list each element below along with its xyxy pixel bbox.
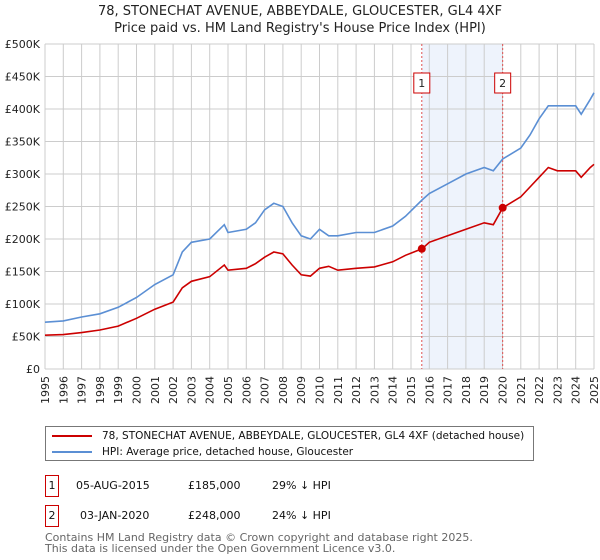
y-tick-label: £50K <box>12 331 41 344</box>
x-tick-label: 2013 <box>368 376 381 404</box>
legend-item-property: 78, STONECHAT AVENUE, ABBEYDALE, GLOUCES… <box>52 430 524 442</box>
x-tick-label: 2006 <box>240 376 253 404</box>
y-tick-label: £500K <box>5 38 41 51</box>
x-tick-label: 1996 <box>57 376 70 404</box>
x-tick-label: 2000 <box>131 376 144 404</box>
footer-licence: This data is licensed under the Open Gov… <box>45 542 396 555</box>
series-line <box>44 163 595 336</box>
x-tick-label: 1995 <box>39 376 52 404</box>
x-tick-label: 1999 <box>112 376 125 404</box>
x-tick-label: 2011 <box>332 376 345 404</box>
x-tick-label: 2005 <box>222 376 235 404</box>
y-tick-label: £300K <box>5 168 41 181</box>
transaction-date: 05-AUG-2015 <box>76 479 150 492</box>
legend-swatch-red <box>52 435 92 437</box>
x-tick-label: 2014 <box>387 376 400 404</box>
x-tick-label: 2022 <box>533 376 546 404</box>
x-tick-label: 2025 <box>588 376 600 404</box>
x-tick-label: 2018 <box>460 376 473 404</box>
x-tick-label: 2007 <box>259 376 272 404</box>
transaction-hpi-diff: 24% ↓ HPI <box>272 509 331 522</box>
marker-badge: 2 <box>45 505 59 527</box>
legend-label: 78, STONECHAT AVENUE, ABBEYDALE, GLOUCES… <box>102 430 525 442</box>
y-tick-label: £200K <box>5 233 41 246</box>
transaction-price: £248,000 <box>188 509 241 522</box>
sale-point <box>417 244 426 253</box>
footer: Contains HM Land Registry data © Crown c… <box>45 532 473 554</box>
marker-box <box>413 72 431 94</box>
x-tick-label: 2019 <box>478 376 491 404</box>
marker-label: 1 <box>418 77 425 90</box>
x-tick-label: 2004 <box>204 376 217 404</box>
x-tick-label: 2002 <box>167 376 180 404</box>
legend-item-hpi: HPI: Average price, detached house, Glou… <box>52 446 353 458</box>
legend-swatch-blue <box>52 451 92 453</box>
y-tick-label: £150K <box>5 266 41 279</box>
x-tick-label: 2012 <box>350 376 363 404</box>
x-tick-label: 2001 <box>149 376 162 404</box>
x-tick-label: 2021 <box>515 376 528 404</box>
footer-copyright: Contains HM Land Registry data © Crown c… <box>45 531 473 544</box>
x-tick-label: 2024 <box>570 376 583 404</box>
price-chart: 1995 1996 1997 1998 1999 2000 2001 2002 2003 2004… <box>5 38 600 404</box>
x-tick-label: 2015 <box>405 376 418 404</box>
transaction-price: £185,000 <box>188 479 241 492</box>
series-line <box>44 92 595 323</box>
y-tick-label: £250K <box>5 201 41 214</box>
x-tick-label: 2008 <box>277 376 290 404</box>
legend: 78, STONECHAT AVENUE, ABBEYDALE, GLOUCES… <box>45 426 534 461</box>
marker-label: 2 <box>499 77 506 90</box>
y-tick-label: £0 <box>26 363 40 376</box>
y-tick-label: £400K <box>5 103 41 116</box>
x-tick-label: 1998 <box>94 376 107 404</box>
chart-subtitle: Price paid vs. HM Land Registry's House … <box>114 21 486 36</box>
x-tick-label: 2009 <box>295 376 308 404</box>
x-tick-label: 2016 <box>423 376 436 404</box>
x-tick-label: 2020 <box>497 376 510 404</box>
chart-title: 78, STONECHAT AVENUE, ABBEYDALE, GLOUCES… <box>97 4 503 19</box>
y-tick-label: £350K <box>5 136 41 149</box>
y-tick-label: £450K <box>5 71 41 84</box>
x-tick-label: 2017 <box>442 376 455 404</box>
transaction-hpi-diff: 29% ↓ HPI <box>272 479 331 492</box>
x-tick-label: 2010 <box>314 376 327 404</box>
x-tick-label: 1997 <box>76 376 89 404</box>
sale-point <box>498 203 507 212</box>
marker-badge: 1 <box>45 475 59 497</box>
marker-box <box>494 72 512 94</box>
transaction-date: 03-JAN-2020 <box>80 509 150 522</box>
y-tick-label: £100K <box>5 298 41 311</box>
x-tick-label: 2023 <box>551 376 564 404</box>
x-tick-label: 2003 <box>185 376 198 404</box>
legend-label: HPI: Average price, detached house, Glou… <box>102 446 354 458</box>
